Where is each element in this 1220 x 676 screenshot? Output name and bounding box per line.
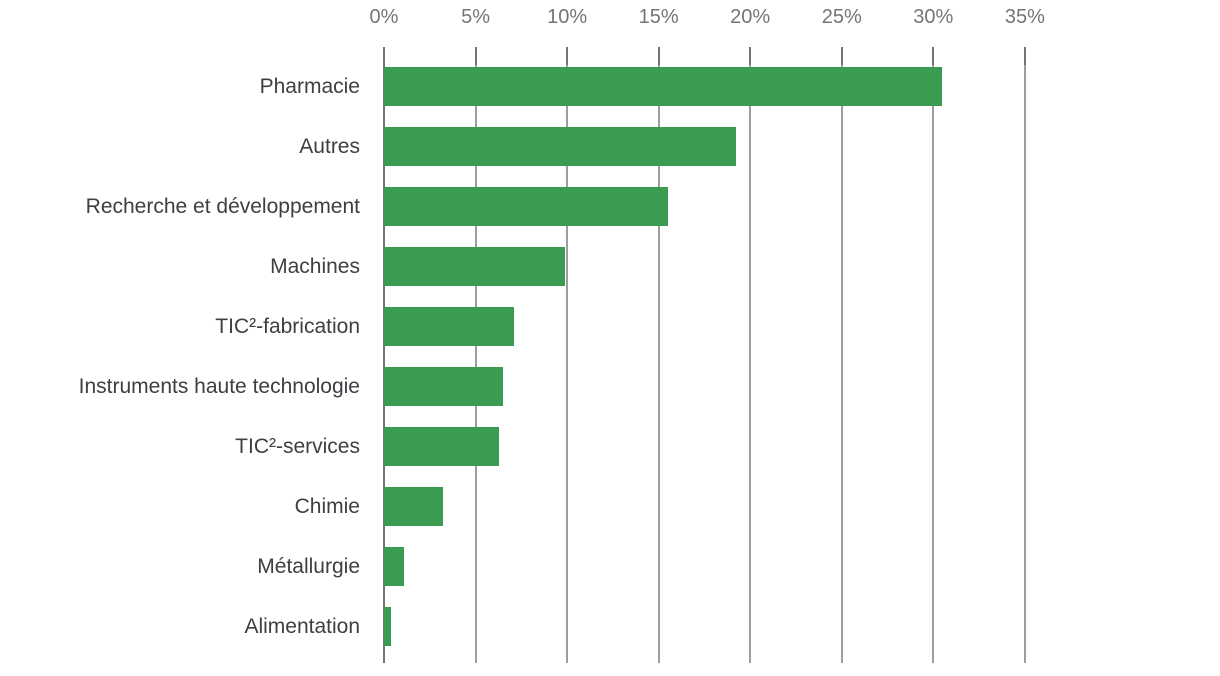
bar[interactable] [384,307,514,346]
category-label: TIC²-services [235,435,360,458]
bar[interactable] [384,127,736,166]
axis-tick-mark [474,47,477,65]
category-label: Autres [299,135,360,158]
baseline-axis-line [383,47,385,663]
bar[interactable] [384,67,943,106]
category-label: TIC²-fabrication [215,315,360,338]
x-axis-tick-label: 10% [547,6,588,28]
axis-tick-mark [566,47,569,65]
gridline [840,47,843,663]
gridline [657,47,660,663]
category-label: Chimie [294,495,360,518]
bar[interactable] [384,187,668,226]
category-label: Instruments haute technologie [78,375,360,398]
axis-tick-mark [1023,47,1026,65]
x-axis-tick-label: 35% [1004,6,1045,28]
x-axis-tick-label: 5% [461,6,490,28]
axis-tick-mark [840,47,843,65]
category-label: Alimentation [244,615,360,638]
bar[interactable] [384,247,566,286]
bar[interactable] [384,367,503,406]
gridline [566,47,569,663]
bar[interactable] [384,547,405,586]
gridline [749,47,752,663]
axis-tick-mark [657,47,660,65]
axis-tick-mark [383,47,385,65]
x-axis-tick-label: 30% [913,6,954,28]
category-label: Recherche et développement [85,195,360,218]
category-label: Machines [270,255,360,278]
x-axis-tick-label: 0% [369,6,399,28]
x-axis-tick-label: 25% [821,6,862,28]
bar[interactable] [384,487,443,526]
gridline [474,47,477,663]
x-axis-tick-label: 15% [638,6,679,28]
axis-tick-mark [749,47,752,65]
bar[interactable] [384,427,500,466]
gridline [932,47,935,663]
gridline [1023,47,1026,663]
x-axis-tick-label: 20% [730,6,771,28]
category-label: Métallurgie [257,555,360,578]
category-label: Pharmacie [259,75,360,98]
bar[interactable] [384,607,392,646]
axis-tick-mark [932,47,935,65]
